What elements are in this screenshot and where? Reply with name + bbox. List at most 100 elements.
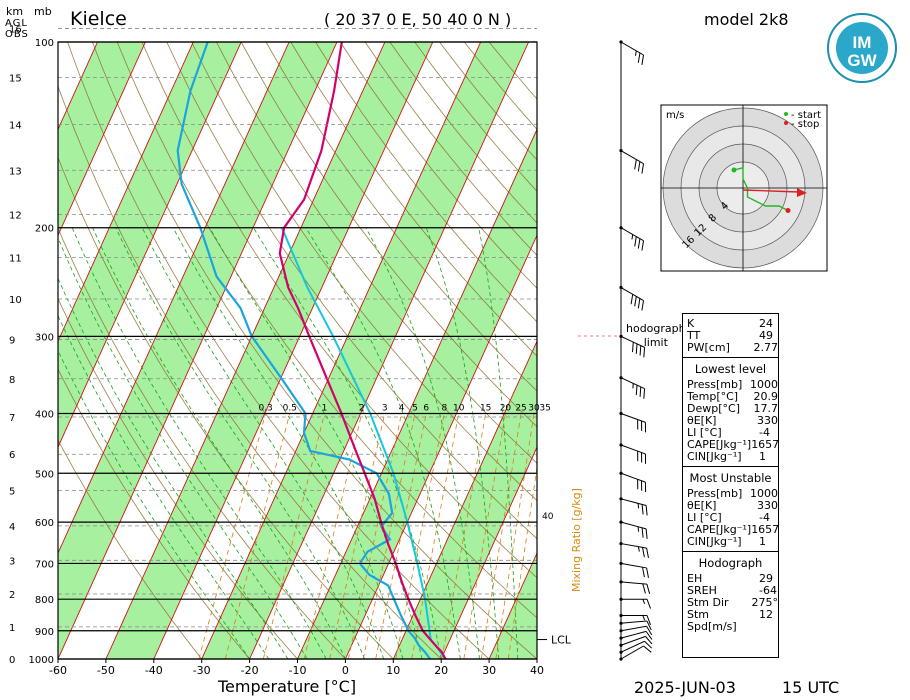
index-row: Press[mb] 1000 [683,379,778,391]
mixing-ratio-line [463,413,506,659]
hodograph-limit-label: hodograph limit [626,322,686,349]
index-key: CAPE[Jkg⁻¹] [687,438,752,451]
wind-barb-dot [619,629,623,633]
station-name: Kielce [70,8,127,30]
wind-barb [620,620,652,631]
pressure-tick-label: 100 [35,38,54,49]
index-row: Stm Dir 275° [683,597,778,609]
index-row: K 24 [683,318,778,330]
hodograph-stop-dot [785,208,791,213]
dry-adiabat [290,42,537,357]
mixing-ratio-label: 4 [399,403,405,413]
km-tick-label: 2 [9,590,15,601]
mixing-ratio-label: 0.5 [283,403,297,413]
indices-top: K 24 TT 49 PW[cm] 2.77 [683,318,778,354]
mixing-ratio-label: 1 [322,403,328,413]
pressure-tick-label: 300 [35,332,54,343]
dry-adiabat [58,85,442,659]
hodograph-trace [733,166,789,212]
km-tick-label: 9 [9,335,15,346]
dry-adiabat [191,42,537,502]
mixing-ratio-label: 5 [412,403,418,413]
isotherm-line [58,42,290,555]
index-row: TT 49 [683,330,778,342]
km-tick-label: 0 [9,655,15,666]
mixing-ratio-label: 6 [423,403,429,413]
isotherm-line [58,42,194,343]
wind-barb [620,521,648,539]
index-row: θE[K] 330 [683,500,778,512]
index-key: Press[mb] [687,487,743,500]
model-name: model 2k8 [704,10,789,29]
x-tick-label: -10 [289,664,307,677]
index-key: Temp[°C] [687,390,739,403]
index-key: Dewp[°C] [687,402,740,415]
index-key: Stm Spd[m/s] [687,608,737,633]
index-row: CIN[Jkg⁻¹] 1 [683,451,778,463]
wind-barb [620,543,649,558]
x-tick-label: -40 [145,664,163,677]
index-value: -4 [759,426,770,439]
isotherm-line [58,42,146,237]
index-key: EH [687,572,703,585]
dry-adiabat [216,42,537,464]
dry-adiabat [58,156,394,659]
hodograph-start-dot [731,167,737,173]
mixing-ratio-line [198,413,266,659]
mixing-ratio-label: 2 [359,403,365,413]
moist-adiabat [478,227,519,659]
index-row: LI [°C] -4 [683,427,778,439]
wind-barb [620,581,651,594]
wind-barb [620,635,653,646]
index-row: CIN[Jkg⁻¹] 1 [683,536,778,548]
index-key: K [687,317,695,330]
moist-adiabat [425,227,500,659]
mixing-ratio-line [262,413,325,659]
index-value: 29 [759,572,773,585]
index-row: EH 29 [683,573,778,585]
pressure-tick-label: 600 [35,518,54,529]
dry-adiabat [166,42,537,540]
km-tick-label: 3 [9,556,15,567]
wind-barb [620,287,645,311]
dry-adiabat [265,42,537,392]
x-tick-label: 0 [342,664,349,677]
km-tick-label: 4 [9,522,15,533]
index-value: 1000 [750,487,778,500]
wind-barb [621,598,652,609]
mixing-ratio-label: 0.3 [258,403,272,413]
wind-barb [620,150,645,174]
index-value: 20.9 [753,390,779,403]
mixing-ratio-label: 15 [480,403,491,413]
index-key: CIN[Jkg⁻¹] [687,535,742,548]
mixing-ratio-line [347,413,402,659]
km-tick-label: 1 [9,623,15,634]
obs-label: OBS [5,29,29,40]
dry-adiabat [240,42,537,428]
wind-barb [620,640,653,653]
wind-barb [620,472,647,493]
km-tick-label: 10 [9,295,22,306]
date-label: 2025-JUN-03 [634,678,736,697]
index-row: Dewp[°C] 17.7 [683,403,778,415]
index-key: Stm Dir [687,596,729,609]
km-unit-label: km [6,5,24,18]
lcl-label: LCL [551,634,572,647]
index-value: 1 [759,535,766,548]
index-value: -64 [759,584,777,597]
x-tick-label: -50 [97,664,115,677]
x-tick-label: 30 [482,664,496,677]
isotherm-line [201,42,482,659]
index-key: LI [°C] [687,511,722,524]
index-value: 1000 [750,378,778,391]
lowest-level-title: Lowest level [694,362,767,376]
indices-most-unstable: Press[mb] 1000 θE[K] 330 LI [°C] -4 CAPE[Jkg⁻¹… [683,487,779,548]
dry-adiabat [116,42,537,619]
km-tick-label: 15 [9,73,22,84]
km-tick-label: 5 [9,486,15,497]
pressure-tick-label: 200 [35,224,54,235]
isotherm-line [105,42,386,659]
wind-barb [620,625,653,636]
index-value: -4 [759,511,770,524]
indices-panel: K 24 TT 49 PW[cm] 2.77 Lowest level Press[mb]… [682,313,779,658]
